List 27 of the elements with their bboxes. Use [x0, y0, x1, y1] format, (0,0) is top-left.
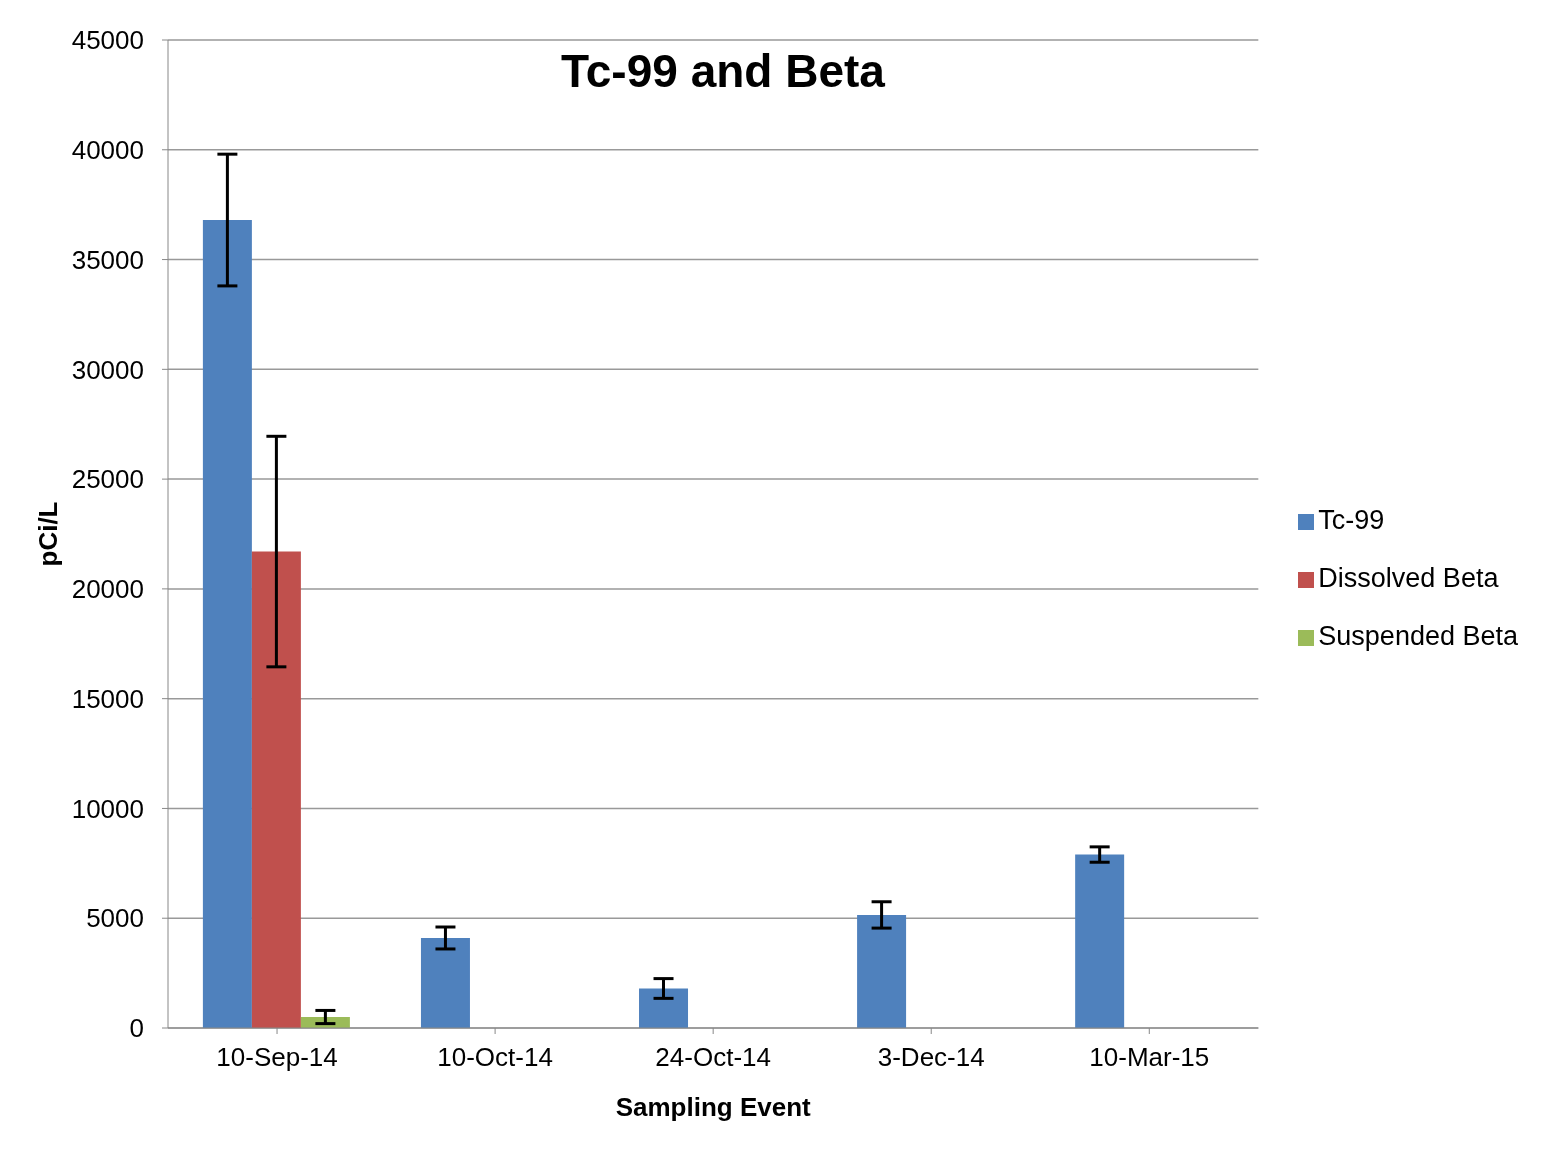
bar [202, 220, 252, 1028]
legend-label: Suspended Beta [1318, 621, 1518, 651]
y-axis-title: pCi/L [33, 501, 64, 567]
y-tick-label: 10000 [71, 793, 144, 824]
y-tick-label: 25000 [71, 464, 144, 495]
x-tick-label: 24-Oct-14 [655, 1042, 771, 1073]
x-tick-label: 10-Mar-15 [1089, 1042, 1210, 1073]
legend-label: Tc-99 [1318, 505, 1385, 535]
x-tick-label: 10-Oct-14 [437, 1042, 553, 1073]
bar [1075, 854, 1125, 1028]
bar [251, 551, 301, 1028]
x-axis-title: Sampling Event [615, 1092, 812, 1122]
y-tick-label: 5000 [86, 903, 144, 934]
chart-title: Tc-99 and Beta [560, 44, 886, 98]
x-tick-label: 3-Dec-14 [877, 1042, 985, 1073]
legend-label: Dissolved Beta [1318, 563, 1499, 593]
y-tick-label: 15000 [71, 683, 144, 714]
y-tick-label: 0 [129, 1013, 144, 1044]
y-tick-label: 45000 [71, 25, 144, 56]
bar [639, 988, 689, 1028]
y-tick-label: 35000 [71, 244, 144, 275]
y-tick-label: 40000 [71, 135, 144, 166]
x-tick-label: 10-Sep-14 [216, 1042, 338, 1073]
y-tick-label: 30000 [71, 354, 144, 385]
bar [857, 914, 907, 1028]
bar [420, 937, 470, 1028]
y-tick-label: 20000 [71, 574, 144, 605]
